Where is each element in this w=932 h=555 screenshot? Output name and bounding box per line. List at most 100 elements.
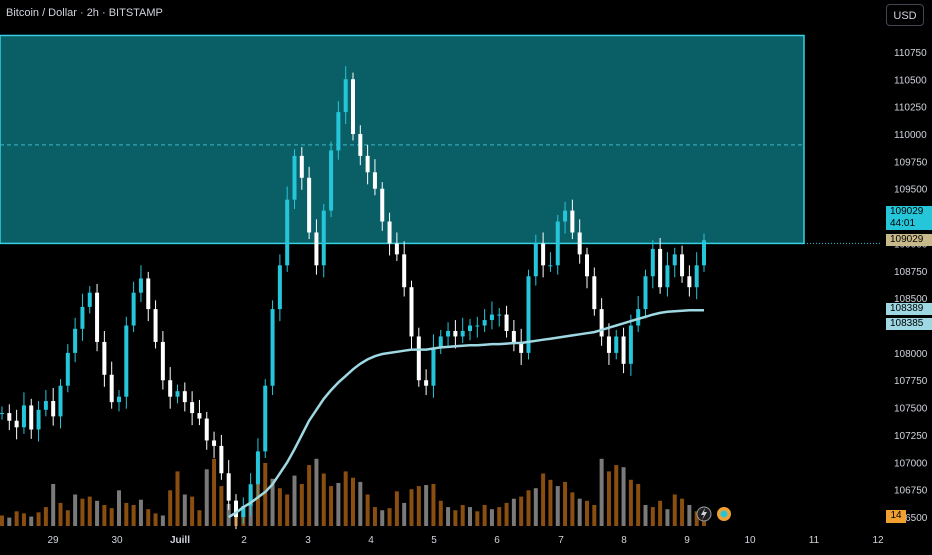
resistance-zone[interactable]: [0, 34, 805, 245]
volume-bar: [687, 505, 692, 526]
volume-bar: [468, 507, 472, 526]
volume-bar: [226, 503, 231, 526]
x-tick-label: 3: [305, 535, 311, 546]
volume-bar: [555, 486, 560, 526]
volume-bar: [643, 505, 648, 526]
symbol-title[interactable]: Bitcoin / Dollar · 2h · BITSTAMP: [6, 7, 163, 19]
volume-bar: [665, 509, 670, 526]
volume-bar: [153, 513, 158, 526]
candle-body: [21, 405, 26, 428]
candle-body: [694, 265, 699, 288]
y-tick-label: 110750: [894, 48, 927, 59]
volume-bar: [336, 482, 341, 526]
volume-bar: [65, 510, 70, 526]
volume-bar: [255, 473, 260, 526]
volume-bar: [650, 507, 655, 526]
volume-bar: [570, 492, 575, 526]
candle-body: [526, 276, 531, 353]
countdown-tag: 44:01: [886, 218, 932, 230]
x-tick-label: 9: [684, 535, 690, 546]
volume-bar: [21, 513, 26, 526]
volume-bar: [14, 511, 19, 526]
currency-button[interactable]: USD: [886, 4, 924, 26]
volume-bar: [672, 494, 677, 526]
x-tick-label: 6: [494, 535, 500, 546]
x-tick-label: 5: [431, 535, 437, 546]
candle-body: [263, 385, 268, 452]
candle-body: [234, 500, 238, 518]
candle-body: [270, 309, 275, 386]
y-tick-label: 110000: [894, 130, 927, 141]
candle-body: [702, 240, 706, 266]
volume-bar: [365, 494, 370, 526]
y-tick-label: 107250: [894, 431, 928, 442]
volume-bar: [7, 517, 12, 526]
volume-bar: [204, 469, 209, 526]
x-tick-label: 10: [744, 535, 756, 546]
candle-body: [585, 254, 589, 277]
candle-body: [402, 254, 407, 288]
volume-badge: 14: [886, 510, 906, 523]
volume-bar: [299, 484, 304, 526]
candle-body: [153, 309, 158, 342]
candle-body: [36, 409, 41, 430]
volume-bar: [606, 471, 611, 526]
volume-bar: [168, 490, 173, 526]
volume-bar: [519, 496, 524, 526]
candle-body: [95, 292, 100, 342]
y-tick-label: 110500: [894, 75, 927, 86]
candle-body: [197, 413, 202, 419]
volume-bar: [475, 511, 480, 526]
y-tick-label: 108750: [894, 267, 928, 278]
x-tick-label: 11: [809, 535, 820, 546]
volume-bar: [372, 507, 377, 526]
candle-body: [416, 336, 421, 381]
candle-body: [241, 506, 246, 518]
candle-body: [475, 325, 480, 327]
candle-body: [212, 440, 217, 446]
volume-bar: [431, 484, 436, 526]
x-tick-label: Juill: [170, 535, 190, 546]
volume-bar: [117, 490, 121, 526]
volume-bar: [146, 509, 151, 526]
volume-bar: [497, 507, 502, 526]
candle-body: [80, 306, 85, 329]
volume-bar: [329, 486, 334, 526]
x-tick-label: 29: [47, 535, 59, 546]
candle-body: [592, 276, 597, 310]
candle-body: [409, 287, 414, 337]
y-tick-label: 109500: [894, 185, 928, 196]
candle-body: [548, 265, 553, 267]
volume-bar: [109, 508, 114, 526]
volume-bar: [0, 515, 4, 526]
candle-body: [117, 396, 121, 403]
candle-body: [168, 380, 173, 397]
candle-body: [533, 243, 538, 277]
candle-body: [658, 248, 663, 288]
volume-bar: [270, 478, 275, 526]
candle-body: [387, 221, 392, 244]
last-price-dup-tag: 109029: [886, 234, 932, 246]
earnings-icon-center: [720, 510, 728, 518]
candle-body: [292, 155, 297, 200]
volume-bar: [460, 505, 465, 526]
candle-body: [29, 405, 34, 430]
volume-bar: [292, 475, 297, 526]
candle-body: [489, 314, 494, 321]
candle-body: [394, 243, 399, 255]
candle-body: [255, 451, 260, 485]
candle-body: [563, 210, 568, 222]
y-tick-label: 107000: [894, 458, 928, 469]
candle-body: [131, 292, 136, 326]
volume-bar: [343, 471, 348, 526]
candle-body: [226, 473, 231, 501]
volume-bar: [585, 500, 589, 526]
candle-body: [665, 265, 670, 288]
y-tick-label: 106500: [894, 513, 928, 524]
candle-body: [555, 221, 560, 266]
volume-bar: [402, 502, 407, 526]
x-tick-label: 12: [872, 535, 884, 546]
candle-body: [606, 336, 611, 353]
